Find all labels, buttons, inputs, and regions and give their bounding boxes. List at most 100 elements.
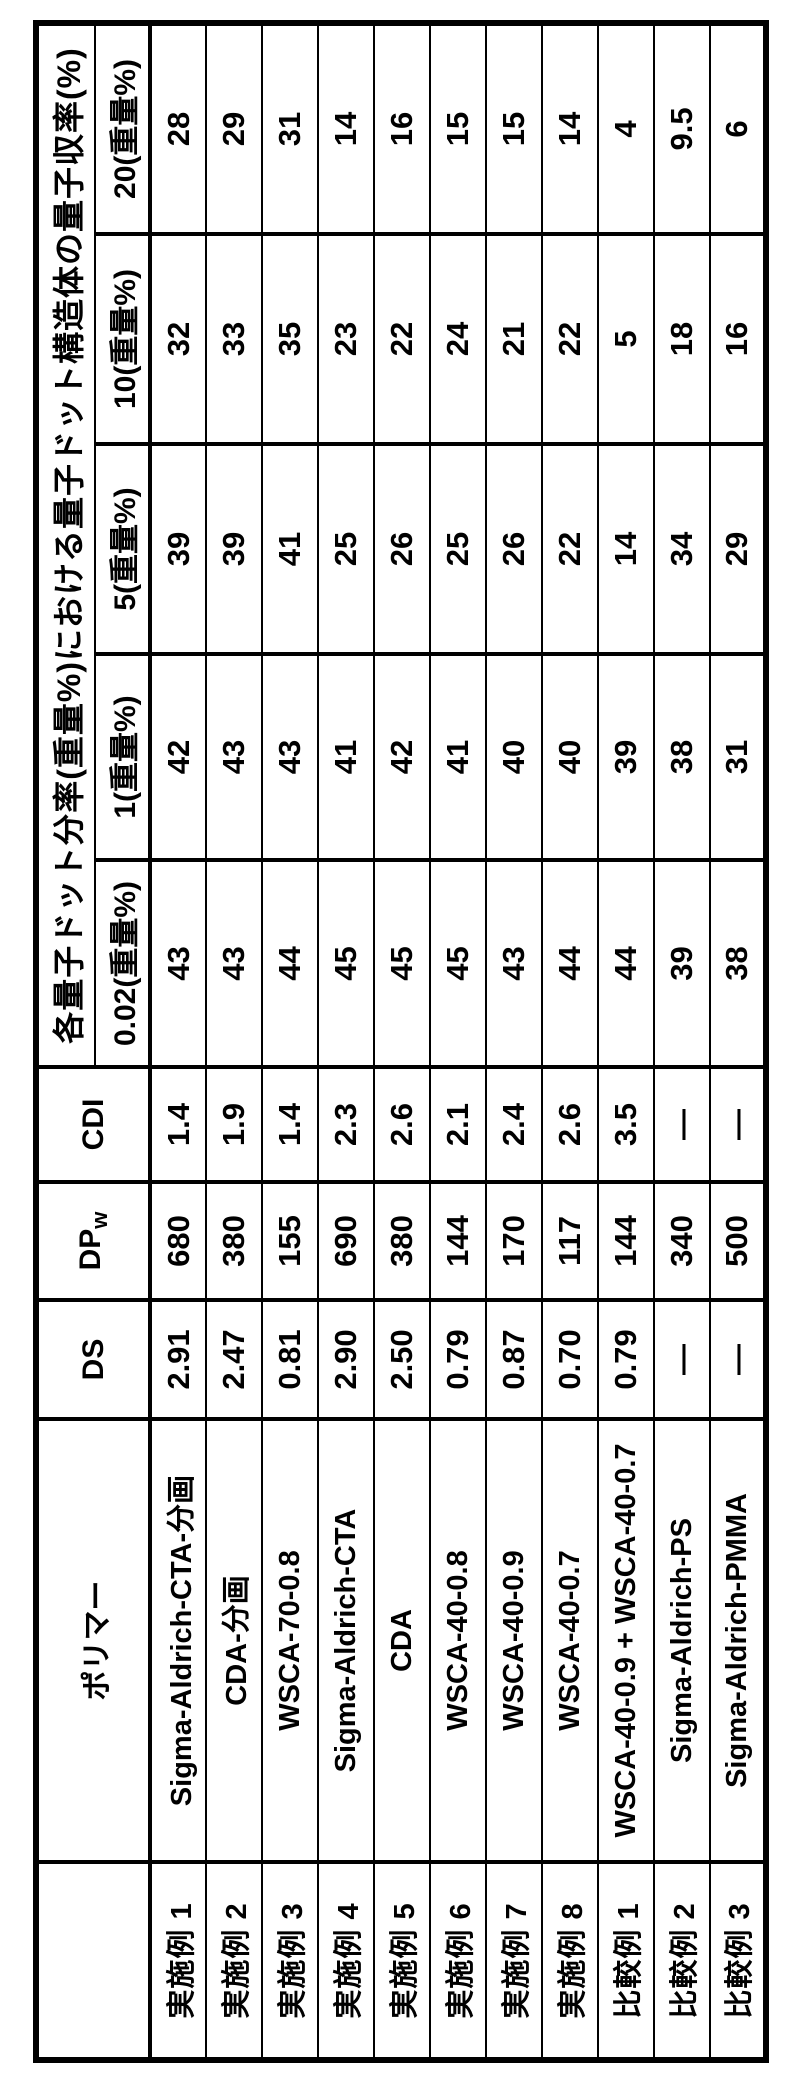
cdi-cell: 2.6 bbox=[542, 1067, 598, 1182]
dpw-cell: 690 bbox=[318, 1182, 374, 1300]
yield-cell-0.02(重量%): 44 bbox=[598, 860, 654, 1067]
table-body: 実施例 1 Sigma-Aldrich-CTA-分画 2.91 680 1.4 43 42 3… bbox=[150, 22, 766, 2060]
yield-cell-20(重量%): 14 bbox=[542, 22, 598, 234]
yield-cell-10(重量%): 23 bbox=[318, 234, 374, 444]
ds-cell: 2.50 bbox=[374, 1300, 430, 1419]
yield-group-header: 各量子ドット分率(重量%)における量子ドット構造体の量子収率(%) bbox=[36, 22, 95, 1067]
cdi-cell: — bbox=[654, 1067, 710, 1182]
polymer-cell: Sigma-Aldrich-PS bbox=[654, 1419, 710, 1862]
row-label-column-header bbox=[36, 1862, 150, 2060]
yield-fraction-header-5: 5(重量%) bbox=[95, 444, 150, 654]
dpw-cell: 117 bbox=[542, 1182, 598, 1300]
dpw-cell: 340 bbox=[654, 1182, 710, 1300]
yield-cell-1(重量%): 42 bbox=[374, 654, 430, 860]
dpw-cell: 500 bbox=[710, 1182, 766, 1300]
ds-cell: 0.87 bbox=[486, 1300, 542, 1419]
yield-cell-0.02(重量%): 43 bbox=[486, 860, 542, 1067]
table-row: 実施例 8 WSCA-40-0.7 0.70 117 2.6 44 40 22 22 14 bbox=[542, 22, 598, 2060]
yield-cell-20(重量%): 9.5 bbox=[654, 22, 710, 234]
dpw-label-sub: w bbox=[87, 1211, 112, 1229]
cdi-cell: 3.5 bbox=[598, 1067, 654, 1182]
polymer-cell: Sigma-Aldrich-CTA bbox=[318, 1419, 374, 1862]
row-label-cell: 実施例 6 bbox=[430, 1862, 486, 2060]
ds-cell: — bbox=[654, 1300, 710, 1419]
cdi-cell: 1.4 bbox=[150, 1067, 206, 1182]
yield-cell-1(重量%): 38 bbox=[654, 654, 710, 860]
row-label-cell: 実施例 3 bbox=[262, 1862, 318, 2060]
dpw-cell: 680 bbox=[150, 1182, 206, 1300]
dpw-label-main: DP bbox=[74, 1228, 107, 1271]
yield-cell-20(重量%): 31 bbox=[262, 22, 318, 234]
cdi-cell: 2.6 bbox=[374, 1067, 430, 1182]
yield-cell-5(重量%): 34 bbox=[654, 444, 710, 654]
row-label-cell: 実施例 8 bbox=[542, 1862, 598, 2060]
yield-cell-20(重量%): 29 bbox=[206, 22, 262, 234]
cdi-cell: 2.1 bbox=[430, 1067, 486, 1182]
yield-cell-20(重量%): 15 bbox=[486, 22, 542, 234]
yield-cell-0.02(重量%): 44 bbox=[542, 860, 598, 1067]
polymer-cell: WSCA-40-0.9 + WSCA-40-0.7 bbox=[598, 1419, 654, 1862]
yield-cell-5(重量%): 26 bbox=[374, 444, 430, 654]
yield-cell-5(重量%): 26 bbox=[486, 444, 542, 654]
polymer-cell: Sigma-Aldrich-PMMA bbox=[710, 1419, 766, 1862]
yield-cell-10(重量%): 5 bbox=[598, 234, 654, 444]
polymer-cell: CDA-分画 bbox=[206, 1419, 262, 1862]
table-row: 比較例 3 Sigma-Aldrich-PMMA —500—38 31 29 16 6 bbox=[710, 22, 766, 2060]
polymer-cell: WSCA-40-0.7 bbox=[542, 1419, 598, 1862]
dpw-cell: 144 bbox=[430, 1182, 486, 1300]
yield-cell-1(重量%): 43 bbox=[262, 654, 318, 860]
yield-cell-1(重量%): 40 bbox=[542, 654, 598, 860]
header-row-group: ポリマー DS DPw CDI 各量子ドット分率(重量%)における量子ドット構造… bbox=[36, 22, 150, 2060]
ds-column-header: DS bbox=[36, 1300, 150, 1419]
table-row: 実施例 6 WSCA-40-0.8 0.79 144 2.1 45 41 25 24 15 bbox=[430, 22, 486, 2060]
dpw-column-header: DPw bbox=[36, 1182, 150, 1300]
table-row: 実施例 3 WSCA-70-0.8 0.81 155 1.4 44 43 41 35 31 bbox=[262, 22, 318, 2060]
yield-cell-5(重量%): 39 bbox=[150, 444, 206, 654]
yield-cell-1(重量%): 41 bbox=[318, 654, 374, 860]
row-label-cell: 実施例 4 bbox=[318, 1862, 374, 2060]
yield-cell-20(重量%): 15 bbox=[430, 22, 486, 234]
table-row: 実施例 5 CDA 2.50 380 2.6 45 42 26 22 16 bbox=[374, 22, 430, 2060]
yield-cell-0.02(重量%): 45 bbox=[318, 860, 374, 1067]
dpw-cell: 155 bbox=[262, 1182, 318, 1300]
yield-cell-5(重量%): 22 bbox=[542, 444, 598, 654]
yield-cell-1(重量%): 43 bbox=[206, 654, 262, 860]
yield-cell-20(重量%): 16 bbox=[374, 22, 430, 234]
yield-fraction-header-10: 10(重量%) bbox=[95, 234, 150, 444]
yield-cell-5(重量%): 25 bbox=[430, 444, 486, 654]
yield-cell-10(重量%): 22 bbox=[542, 234, 598, 444]
yield-cell-0.02(重量%): 43 bbox=[150, 860, 206, 1067]
table-row: 実施例 4 Sigma-Aldrich-CTA 2.90 690 2.3 45 41 25 23… bbox=[318, 22, 374, 2060]
polymer-column-header: ポリマー bbox=[36, 1419, 150, 1862]
table-row: 実施例 7 WSCA-40-0.9 0.87 170 2.4 43 40 26 21 15 bbox=[486, 22, 542, 2060]
yield-cell-10(重量%): 35 bbox=[262, 234, 318, 444]
table-row: 比較例 1 WSCA-40-0.9 + WSCA-40-0.7 0.79 144 3.5… bbox=[598, 22, 654, 2060]
yield-cell-20(重量%): 28 bbox=[150, 22, 206, 234]
row-label-cell: 比較例 3 bbox=[710, 1862, 766, 2060]
ds-cell: — bbox=[710, 1300, 766, 1419]
yield-cell-10(重量%): 18 bbox=[654, 234, 710, 444]
cdi-cell: 1.9 bbox=[206, 1067, 262, 1182]
yield-cell-20(重量%): 4 bbox=[598, 22, 654, 234]
yield-cell-1(重量%): 42 bbox=[150, 654, 206, 860]
yield-cell-1(重量%): 40 bbox=[486, 654, 542, 860]
polymer-cell: WSCA-40-0.9 bbox=[486, 1419, 542, 1862]
yield-cell-1(重量%): 41 bbox=[430, 654, 486, 860]
yield-cell-10(重量%): 24 bbox=[430, 234, 486, 444]
yield-cell-10(重量%): 33 bbox=[206, 234, 262, 444]
yield-cell-0.02(重量%): 45 bbox=[374, 860, 430, 1067]
yield-fraction-header-20: 20(重量%) bbox=[95, 22, 150, 234]
row-label-cell: 実施例 2 bbox=[206, 1862, 262, 2060]
row-label-cell: 実施例 1 bbox=[150, 1862, 206, 2060]
yield-cell-5(重量%): 29 bbox=[710, 444, 766, 654]
yield-cell-0.02(重量%): 45 bbox=[430, 860, 486, 1067]
ds-cell: 0.70 bbox=[542, 1300, 598, 1419]
dpw-cell: 144 bbox=[598, 1182, 654, 1300]
results-table: ポリマー DS DPw CDI 各量子ドット分率(重量%)における量子ドット構造… bbox=[33, 19, 769, 2063]
ds-cell: 0.81 bbox=[262, 1300, 318, 1419]
row-label-cell: 比較例 2 bbox=[654, 1862, 710, 2060]
yield-cell-20(重量%): 14 bbox=[318, 22, 374, 234]
yield-cell-10(重量%): 22 bbox=[374, 234, 430, 444]
rotated-table-container: ポリマー DS DPw CDI 各量子ドット分率(重量%)における量子ドット構造… bbox=[33, 19, 769, 2063]
